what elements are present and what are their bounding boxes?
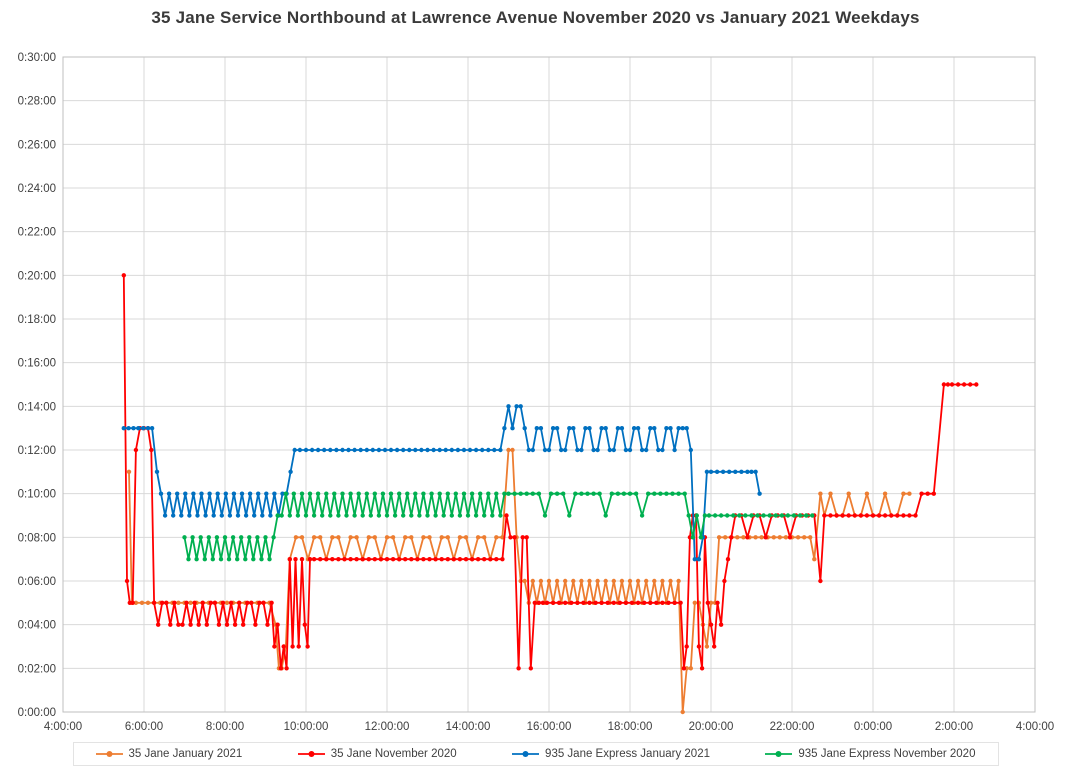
y-tick-label: 0:12:00 [18,445,56,457]
plot-border [62,56,1036,713]
x-tick-label: 4:00:00 [1016,721,1054,733]
legend-item-935-jane-express-january-2021: 935 Jane Express January 2021 [512,748,710,760]
legend-label: 35 Jane November 2020 [330,748,457,760]
y-tick-label: 0:18:00 [18,314,56,326]
legend-line-marker-icon [297,751,325,757]
chart-plot: 0:00:00 0:02:00 0:04:00 0:06:00 0:08:00 0:10:… [18,52,1055,733]
y-tick-label: 0:00:00 [18,707,56,719]
legend-item-35-jane-january-2021: 35 Jane January 2021 [95,748,243,760]
y-tick-label: 0:14:00 [18,401,56,413]
y-tick-label: 0:30:00 [18,52,56,64]
y-tick-label: 0:20:00 [18,270,56,282]
legend-label: 35 Jane January 2021 [128,748,243,760]
x-tick-label: 16:00:00 [527,721,572,733]
series-35-jane-november-2020 [121,273,979,671]
y-tick-label: 0:04:00 [18,620,56,632]
axis-labels: 0:00:00 0:02:00 0:04:00 0:06:00 0:08:00 0:10:… [18,52,1055,733]
series-935-jane-express-november-2020 [182,491,815,562]
y-tick-label: 0:22:00 [18,227,56,239]
y-tick-label: 0:08:00 [18,532,56,544]
y-tick-label: 0:06:00 [18,576,56,588]
x-tick-label: 20:00:00 [689,721,734,733]
legend-item-35-jane-november-2020: 35 Jane November 2020 [297,748,457,760]
legend-line-marker-icon [765,751,793,757]
x-tick-label: 6:00:00 [125,721,163,733]
x-tick-label: 12:00:00 [365,721,410,733]
x-tick-label: 8:00:00 [206,721,244,733]
y-tick-label: 0:02:00 [18,663,56,675]
x-tick-label: 22:00:00 [770,721,815,733]
legend-line-marker-icon [512,751,540,757]
legend-label: 935 Jane Express November 2020 [798,748,976,760]
y-tick-label: 0:10:00 [18,489,56,501]
chart-legend: 35 Jane January 2021 35 Jane November 202… [72,742,999,766]
chart-title: 35 Jane Service Northbound at Lawrence A… [151,8,920,27]
y-tick-label: 0:28:00 [18,96,56,108]
x-tick-label: 10:00:00 [284,721,329,733]
x-tick-label: 0:00:00 [854,721,892,733]
x-tick-label: 2:00:00 [935,721,973,733]
x-tick-label: 18:00:00 [608,721,653,733]
y-tick-label: 0:24:00 [18,183,56,195]
legend-line-marker-icon [95,751,123,757]
x-tick-label: 4:00:00 [44,721,82,733]
y-tick-label: 0:16:00 [18,358,56,370]
legend-item-935-jane-express-november-2020: 935 Jane Express November 2020 [765,748,975,760]
legend-label: 935 Jane Express January 2021 [545,748,710,760]
y-tick-label: 0:26:00 [18,139,56,151]
x-tick-label: 14:00:00 [446,721,491,733]
